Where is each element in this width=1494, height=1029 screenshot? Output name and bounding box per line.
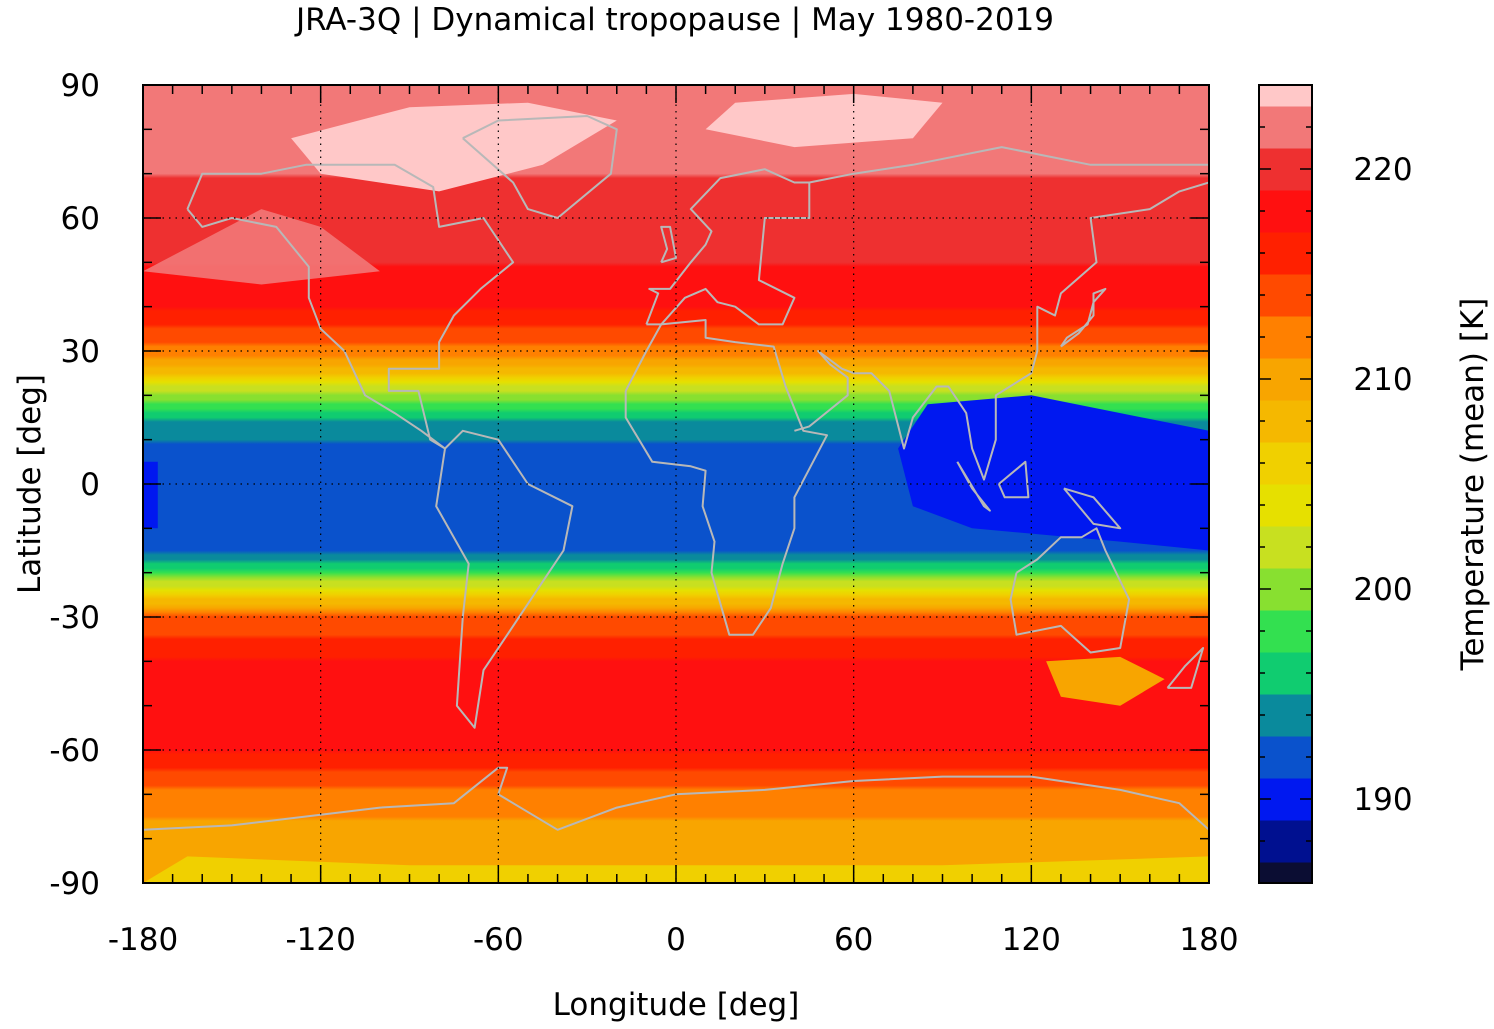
coastlines	[143, 115, 1209, 831]
colorbar-segment	[1259, 526, 1312, 569]
y-tick-label: 90	[61, 68, 100, 104]
x-tick-label: -60	[473, 922, 524, 958]
colorbar-segment	[1259, 442, 1312, 485]
y-tick-label: 0	[80, 467, 100, 503]
x-tick-label: 0	[666, 922, 686, 958]
map-plot-area	[143, 85, 1209, 883]
temperature-anomaly-region	[1046, 656, 1165, 706]
colorbar-segment	[1259, 862, 1312, 884]
coastline-segment	[462, 115, 618, 219]
coastline-segment	[1166, 647, 1205, 689]
colorbar-tick-label: 210	[1353, 362, 1412, 398]
colorbar-label: Temperature (mean) [K]	[1455, 298, 1491, 672]
coastline-segment	[624, 319, 828, 636]
colorbar-segment	[1259, 652, 1312, 695]
y-tick-label: 60	[61, 201, 100, 237]
coastline-segment	[1009, 527, 1131, 654]
coastline-segment	[186, 163, 515, 450]
temperature-anomaly-region	[705, 93, 943, 148]
colorbar-tick-label: 200	[1353, 572, 1412, 608]
colorbar-frame	[1258, 84, 1313, 884]
colorbar-segment	[1259, 400, 1312, 443]
grid-lines	[143, 85, 1209, 883]
coastline-segment	[956, 461, 991, 512]
y-tick-label: -30	[49, 600, 100, 636]
x-axis-label: Longitude [deg]	[553, 987, 800, 1023]
coastline-segment	[1060, 287, 1107, 348]
colorbar-segment	[1259, 85, 1312, 107]
colorbar-tick-label: 220	[1353, 152, 1412, 188]
colorbar-segment	[1259, 820, 1312, 863]
coastline-segment	[997, 460, 1030, 499]
coastline-segment	[645, 168, 811, 326]
colorbar-segment	[1259, 106, 1312, 149]
temperature-anomaly-region	[143, 209, 380, 285]
temperature-anomaly-region	[291, 102, 617, 192]
colorbar-segment	[1259, 610, 1312, 653]
colorbar-segment	[1259, 736, 1312, 779]
colorbar: 190 200 210 220	[1259, 84, 1413, 884]
colorbar-segment	[1259, 232, 1312, 275]
colorbar-segment	[1259, 274, 1312, 317]
axis-ticks: -180 -120 -60 0 60 120 180 90 60 30 0 -30 -60 -90	[49, 68, 1238, 958]
coastline-segment	[143, 766, 1209, 831]
coastline-segment	[435, 429, 574, 729]
coastline-segment	[794, 146, 1209, 481]
colorbar-segment	[1259, 316, 1312, 359]
colorbar-segment	[1259, 694, 1312, 737]
y-tick-label: 30	[61, 334, 100, 370]
coastline-segment	[660, 225, 677, 264]
coastline-segment	[1063, 487, 1122, 530]
temperature-anomaly-region	[898, 395, 1209, 551]
x-tick-label: 180	[1179, 922, 1238, 958]
x-tick-label: -180	[108, 922, 178, 958]
y-tick-label: -90	[49, 866, 100, 902]
x-tick-label: -120	[285, 922, 355, 958]
temperature-anomaly-region	[143, 461, 158, 529]
chart-title: JRA-3Q | Dynamical tropopause | May 1980…	[294, 2, 1054, 38]
x-tick-label: 60	[834, 922, 873, 958]
colorbar-tick-label: 190	[1353, 782, 1412, 818]
colorbar-segment	[1259, 484, 1312, 527]
y-axis-label: Latitude [deg]	[12, 374, 48, 594]
x-tick-label: 120	[1002, 922, 1061, 958]
colorbar-segment	[1259, 190, 1312, 233]
y-tick-label: -60	[49, 733, 100, 769]
